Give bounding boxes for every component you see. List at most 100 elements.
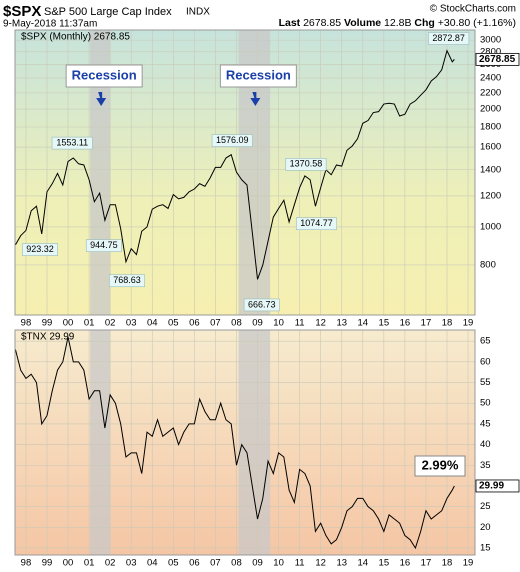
x-tick-label: 03 [126, 318, 137, 329]
quote-value: 12.8B [384, 17, 411, 29]
x-tick-label: 10 [273, 558, 284, 569]
x-tick-label: 07 [210, 558, 221, 569]
x-tick-label: 07 [210, 318, 221, 329]
x-tick-label: 09 [252, 558, 263, 569]
recession-label: Recession [72, 67, 137, 82]
y-tick-label: 25 [480, 501, 491, 512]
x-tick-label: 12 [315, 558, 326, 569]
x-tick-label: 15 [379, 558, 390, 569]
quote-label: Chg [414, 17, 434, 29]
annotation-box [428, 32, 470, 45]
x-tick-label: 03 [126, 558, 137, 569]
annotation-label: 1074.77 [300, 218, 333, 228]
x-tick-label: 01 [84, 558, 95, 569]
y-tick-label: 1000 [480, 221, 501, 232]
x-tick-label: 18 [442, 318, 453, 329]
x-tick-label: 05 [168, 558, 179, 569]
symbol: $SPX [3, 3, 41, 20]
x-tick-label: 15 [379, 318, 390, 329]
recession-label-box [65, 64, 143, 88]
x-tick-label: 08 [231, 558, 242, 569]
y-tick-label: 60 [480, 356, 491, 367]
panel-border [14, 329, 476, 556]
x-tick-label: 16 [400, 558, 411, 569]
annotation-label: 1576.09 [216, 135, 249, 145]
x-tick-label: 19 [463, 558, 474, 569]
last-value: 2678.85 [479, 54, 516, 65]
x-tick-label: 99 [42, 318, 53, 329]
x-tick-label: 02 [105, 558, 116, 569]
y-tick-label: 45 [480, 418, 491, 429]
y-tick-label: 2800 [480, 46, 501, 57]
annotation-box [85, 239, 122, 252]
y-tick-label: 2200 [480, 87, 501, 98]
recession-label-box [219, 64, 297, 88]
x-tick-label: 17 [421, 318, 432, 329]
x-tick-label: 10 [273, 318, 284, 329]
y-tick-label: 1600 [480, 142, 501, 153]
price-line [14, 49, 455, 280]
annotation-box [243, 298, 280, 312]
price-line [14, 336, 455, 550]
legend-entry: $TNX 29.99 [21, 332, 75, 343]
x-tick-label: 09 [252, 318, 263, 329]
recession-label: Recession [226, 67, 291, 82]
x-tick-label: 14 [358, 318, 369, 329]
callout-box [414, 455, 466, 477]
last-value-tag [475, 52, 520, 66]
x-tick-label: 19 [463, 318, 474, 329]
y-tick-label: 1400 [480, 164, 501, 175]
annotation-label: 1370.58 [290, 159, 323, 169]
annotation-box [285, 158, 327, 171]
x-tick-label: 06 [189, 318, 200, 329]
y-tick-label: 800 [480, 259, 496, 270]
x-tick-label: 04 [147, 318, 158, 329]
date: 9-May-2018 11:37am [3, 19, 97, 30]
last-value: 29.99 [479, 481, 504, 492]
recession-arrow [250, 92, 261, 106]
y-tick-label: 40 [480, 439, 491, 450]
annotation-box [109, 274, 145, 288]
annotation-label: 666.73 [248, 299, 276, 309]
annotation-box [295, 217, 337, 231]
y-tick-label: 50 [480, 398, 491, 409]
legend-entry: $SPX (Monthly) 2678.85 [21, 32, 130, 43]
x-tick-label: 01 [84, 318, 95, 329]
annotation-label: 923.32 [26, 244, 54, 254]
x-tick-label: 13 [336, 318, 347, 329]
y-tick-label: 2400 [480, 73, 501, 84]
y-tick-label: 55 [480, 377, 491, 388]
y-tick-label: 35 [480, 460, 491, 471]
y-tick-label: 20 [480, 522, 491, 533]
quote-value: 2678.85 [303, 17, 341, 29]
x-tick-label: 11 [295, 318, 305, 329]
annotation-box [211, 134, 253, 147]
annotation-label: 944.75 [90, 240, 118, 250]
source: © StockCharts.com [430, 4, 516, 15]
last-value-tag [475, 479, 520, 493]
y-tick-label: 2000 [480, 104, 501, 115]
x-tick-label: 99 [42, 558, 53, 569]
x-tick-label: 17 [421, 558, 432, 569]
x-tick-label: 14 [358, 558, 369, 569]
x-tick-label: 06 [189, 558, 200, 569]
quote-value: +30.80 (+1.16%) [438, 17, 516, 29]
annotation-label: 2872.87 [432, 33, 465, 43]
panel-border [14, 29, 476, 316]
quote: Last 2678.85 Volume 12.8B Chg +30.80 (+1… [279, 17, 516, 29]
recession-band [90, 330, 111, 555]
x-tick-label: 98 [21, 558, 32, 569]
quote-label: Volume [344, 17, 381, 29]
recession-band [238, 330, 271, 555]
recession-arrow [96, 92, 107, 106]
quote-label: Last [279, 17, 301, 29]
x-tick-label: 12 [315, 318, 326, 329]
x-tick-label: 00 [63, 558, 74, 569]
x-tick-label: 04 [147, 558, 158, 569]
callout: 2.99% [422, 457, 459, 472]
x-tick-label: 00 [63, 318, 74, 329]
y-tick-label: 15 [480, 542, 491, 553]
x-tick-label: 98 [21, 318, 32, 329]
exchange: INDX [186, 7, 210, 18]
